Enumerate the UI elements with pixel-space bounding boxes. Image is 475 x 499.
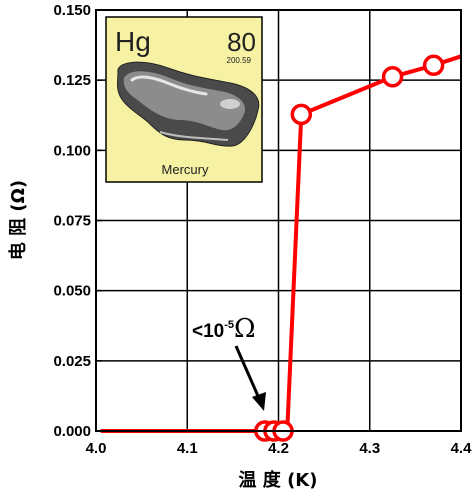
element-mass: 200.59 (227, 56, 252, 65)
annotation-label: <10-5Ω (192, 314, 256, 344)
data-point (381, 66, 404, 88)
y-tick-label: 0.150 (53, 2, 91, 19)
annotation: <10-5Ω (192, 314, 266, 411)
y-tick-label: 0.025 (53, 353, 91, 370)
y-tick-label: 0.050 (53, 283, 91, 300)
x-tick-label: 4.3 (359, 440, 380, 457)
plot-border (95, 9, 462, 432)
x-axis-label: 温 度 (K) (239, 469, 318, 491)
mercury-element-card: Hg 80 200.59 Mercury (105, 16, 263, 183)
y-tick-label: 0.125 (53, 72, 91, 89)
y-tick-label: 0.075 (53, 213, 91, 230)
element-name: Mercury (162, 162, 209, 177)
annotation-arrowhead (252, 392, 266, 411)
y-tick-label: 0.000 (53, 423, 91, 440)
element-symbol: Hg (115, 26, 151, 57)
x-tick-label: 4.2 (268, 440, 289, 457)
annotation-exponent: -5 (224, 319, 234, 331)
x-tick-label: 4.0 (86, 440, 107, 457)
y-tick-label: 0.100 (53, 142, 91, 159)
annotation-arrow (234, 345, 260, 397)
annotation-unit: Ω (234, 314, 256, 344)
data-point (290, 103, 313, 126)
mercury-droplet-image (117, 61, 260, 147)
x-tick-label: 4.4 (451, 440, 473, 457)
y-axis-label: 电 阻 (Ω) (7, 180, 29, 260)
x-tick-label: 4.1 (177, 440, 198, 457)
element-number: 80 (227, 27, 256, 57)
annotation-base: <10 (192, 321, 224, 342)
data-point (422, 54, 445, 77)
